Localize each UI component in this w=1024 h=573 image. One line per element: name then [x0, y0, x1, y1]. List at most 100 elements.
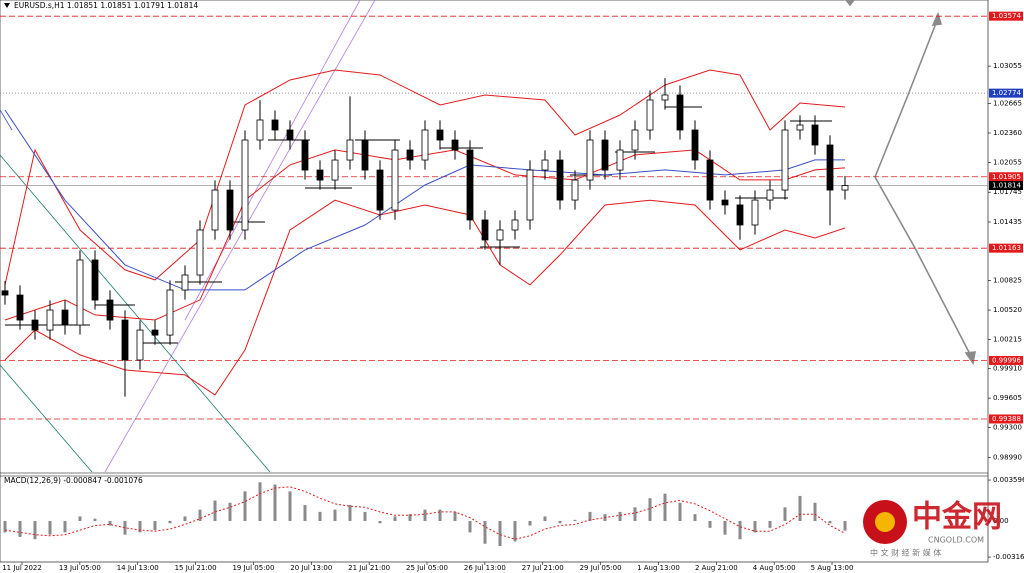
macd-bar [138, 520, 142, 533]
candle-body [556, 159, 564, 201]
macd-bar [48, 520, 52, 535]
x-tick-label: 11 Jul 2022 [2, 564, 42, 572]
x-tick-label: 4 Aug 05:00 [753, 564, 796, 572]
macd-bar [228, 502, 232, 521]
macd-bar [393, 516, 397, 521]
candle-body [811, 124, 819, 146]
price-level-tag [989, 414, 1023, 424]
candle-body [511, 219, 519, 231]
candle-body [676, 94, 684, 131]
price-level-tag [989, 243, 1023, 253]
y-tick-label: 1.01745 [993, 188, 1022, 196]
macd-bar [258, 482, 262, 521]
candle-body [136, 329, 144, 361]
macd-bar [678, 502, 682, 521]
candle-body [241, 139, 249, 231]
x-tick-label: 27 Jul 21:00 [522, 564, 564, 572]
candle-body [16, 294, 24, 321]
macd-bar [843, 520, 847, 531]
y-tick-label: 0.99605 [993, 394, 1022, 402]
x-tick-label: 2 Aug 21:00 [695, 564, 738, 572]
candle-body [301, 139, 309, 171]
candle-body [391, 149, 399, 211]
candle-body [706, 159, 714, 201]
watermark: 中金网 CNGOLD.COM 中 文 财 经 新 媒 体 [863, 500, 1002, 558]
candle-body [346, 139, 354, 161]
candle-body [466, 149, 474, 221]
watermark-site: CNGOLD.COM [928, 536, 984, 545]
macd-bar [363, 511, 367, 521]
candle-body [406, 149, 414, 161]
y-tick-label: 0.003596 [993, 476, 1024, 484]
price-level-label: 1.01905 [992, 173, 1021, 181]
macd-bar [633, 507, 637, 521]
candle-body [691, 129, 699, 161]
macd-bar [468, 520, 472, 533]
y-tick-label: 1.02360 [993, 129, 1022, 137]
y-tick-label: 1.00825 [993, 277, 1022, 285]
macd-bar [618, 511, 622, 521]
price-level-tag [989, 11, 1023, 21]
candle-body [166, 289, 174, 336]
candle-body [181, 274, 189, 291]
macd-bar [243, 491, 247, 521]
x-tick-label: 20 Jul 13:00 [290, 564, 332, 572]
candle-body [661, 94, 669, 101]
candle-body [586, 139, 594, 181]
candle-body [271, 119, 279, 131]
x-tick-label: 5 Aug 13:00 [811, 564, 854, 572]
macd-bar [453, 511, 457, 521]
macd-bar [78, 516, 82, 521]
macd-bar [528, 520, 532, 526]
y-tick-label: 1.02665 [993, 100, 1022, 108]
candle-body [841, 185, 849, 191]
x-tick-label: 26 Jul 13:00 [464, 564, 506, 572]
y-tick-label: 1.02055 [993, 158, 1022, 166]
channel-line [104, 0, 376, 473]
macd-bar [768, 520, 772, 528]
macd-bar [483, 520, 487, 544]
price-level-label: 1.01163 [992, 244, 1021, 252]
candle-body [421, 129, 429, 161]
watermark-brand: 中金网 [912, 500, 1002, 535]
macd-bar [663, 493, 667, 521]
candle-body [91, 259, 99, 301]
x-tick-label: 15 Jul 21:00 [175, 564, 217, 572]
candle-body [826, 144, 834, 191]
candle-body [196, 229, 204, 276]
candle-body [481, 219, 489, 241]
y-tick-label: 0.99910 [993, 365, 1022, 373]
macd-signal [4, 486, 846, 540]
header-arrow [4, 3, 10, 8]
price-level-tag [989, 355, 1023, 365]
x-tick-label: 25 Jul 05:00 [406, 564, 448, 572]
macd-bar [123, 520, 127, 535]
candle-body [451, 139, 459, 151]
x-tick-label: 13 Jul 05:00 [59, 564, 101, 572]
macd-bar [498, 520, 502, 547]
watermark-slogan: 中 文 财 经 新 媒 体 [870, 548, 941, 558]
macd-bar [18, 520, 22, 537]
candle-body [571, 179, 579, 201]
macd-bar [3, 520, 7, 533]
candle-body [151, 329, 159, 336]
macd-bar [183, 516, 187, 521]
candle-body [541, 159, 549, 171]
y-tick-label: 0.00 [993, 517, 1009, 525]
macd-bar [333, 509, 337, 521]
y-tick-label: 0.98990 [993, 453, 1022, 461]
macd-bar [63, 520, 67, 533]
y-tick-label: 0.99300 [993, 423, 1022, 431]
candle-body [76, 259, 84, 326]
macd-bar [378, 520, 382, 524]
macd-bar [33, 520, 37, 540]
price-level-label: 1.02774 [992, 89, 1021, 97]
macd-bar [408, 514, 412, 521]
x-tick-label: 14 Jul 13:00 [117, 564, 159, 572]
candle-body [121, 319, 129, 361]
candle-body [436, 129, 444, 141]
macd-bar [318, 511, 322, 521]
candle-body [781, 129, 789, 191]
macd-bar [573, 519, 577, 521]
watermark-logo [875, 512, 895, 532]
